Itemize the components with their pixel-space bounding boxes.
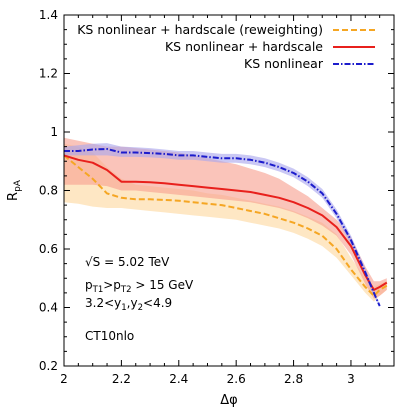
- x-axis-label: Δφ: [220, 393, 237, 408]
- y-tick-label: 0.2: [39, 359, 58, 373]
- line-series-1: [63, 154, 388, 297]
- annotations: √S = 5.02 TeV pT1>pT2 > 15 GeV 3.2<y1,y2…: [85, 255, 194, 343]
- annotation-pdf: CT10nlo: [85, 329, 134, 343]
- y-axis-label-sub: pA: [13, 179, 23, 192]
- tick-labels: 2 2.2 2.4 2.6 2.8 3 0.2 0.4 0.6 0.8 1 1.2 1.4: [39, 8, 355, 386]
- y-tick-label: 1: [50, 125, 58, 139]
- x-tick-label: 2.6: [227, 372, 246, 386]
- line-series-2: [63, 154, 388, 291]
- series-lines: [63, 148, 388, 307]
- axis-ticks: [63, 14, 394, 367]
- y-tick-label: 0.6: [39, 242, 58, 256]
- y-axis-label-main: R: [6, 192, 21, 201]
- line-series-3: [64, 148, 381, 307]
- annotation-pt-cut: pT1>pT2 > 15 GeV: [85, 278, 194, 295]
- x-tick-label: 2: [60, 372, 68, 386]
- legend: KS nonlinear + hardscale (reweighting) KS…: [77, 22, 375, 71]
- legend-label-2: KS nonlinear + hardscale: [165, 39, 323, 54]
- band-series-2: [64, 137, 387, 299]
- legend-label-3: KS nonlinear: [244, 56, 324, 71]
- y-tick-label: 0.4: [39, 301, 58, 315]
- x-tick-label: 2.4: [169, 372, 188, 386]
- x-tick-label: 2.8: [284, 372, 303, 386]
- uncertainty-bands: [64, 137, 387, 308]
- y-tick-label: 0.8: [39, 184, 58, 198]
- annotation-rapidity: 3.2<y1,y2<4.9: [85, 296, 172, 313]
- y-tick-label: 1.4: [39, 8, 58, 22]
- y-axis-label: RpA: [6, 179, 23, 201]
- legend-label-1: KS nonlinear + hardscale (reweighting): [77, 22, 323, 37]
- x-tick-label: 3: [347, 372, 355, 386]
- annotation-sqrt-s: √S = 5.02 TeV: [85, 255, 170, 269]
- x-tick-label: 2.2: [112, 372, 131, 386]
- y-tick-label: 1.2: [39, 67, 58, 81]
